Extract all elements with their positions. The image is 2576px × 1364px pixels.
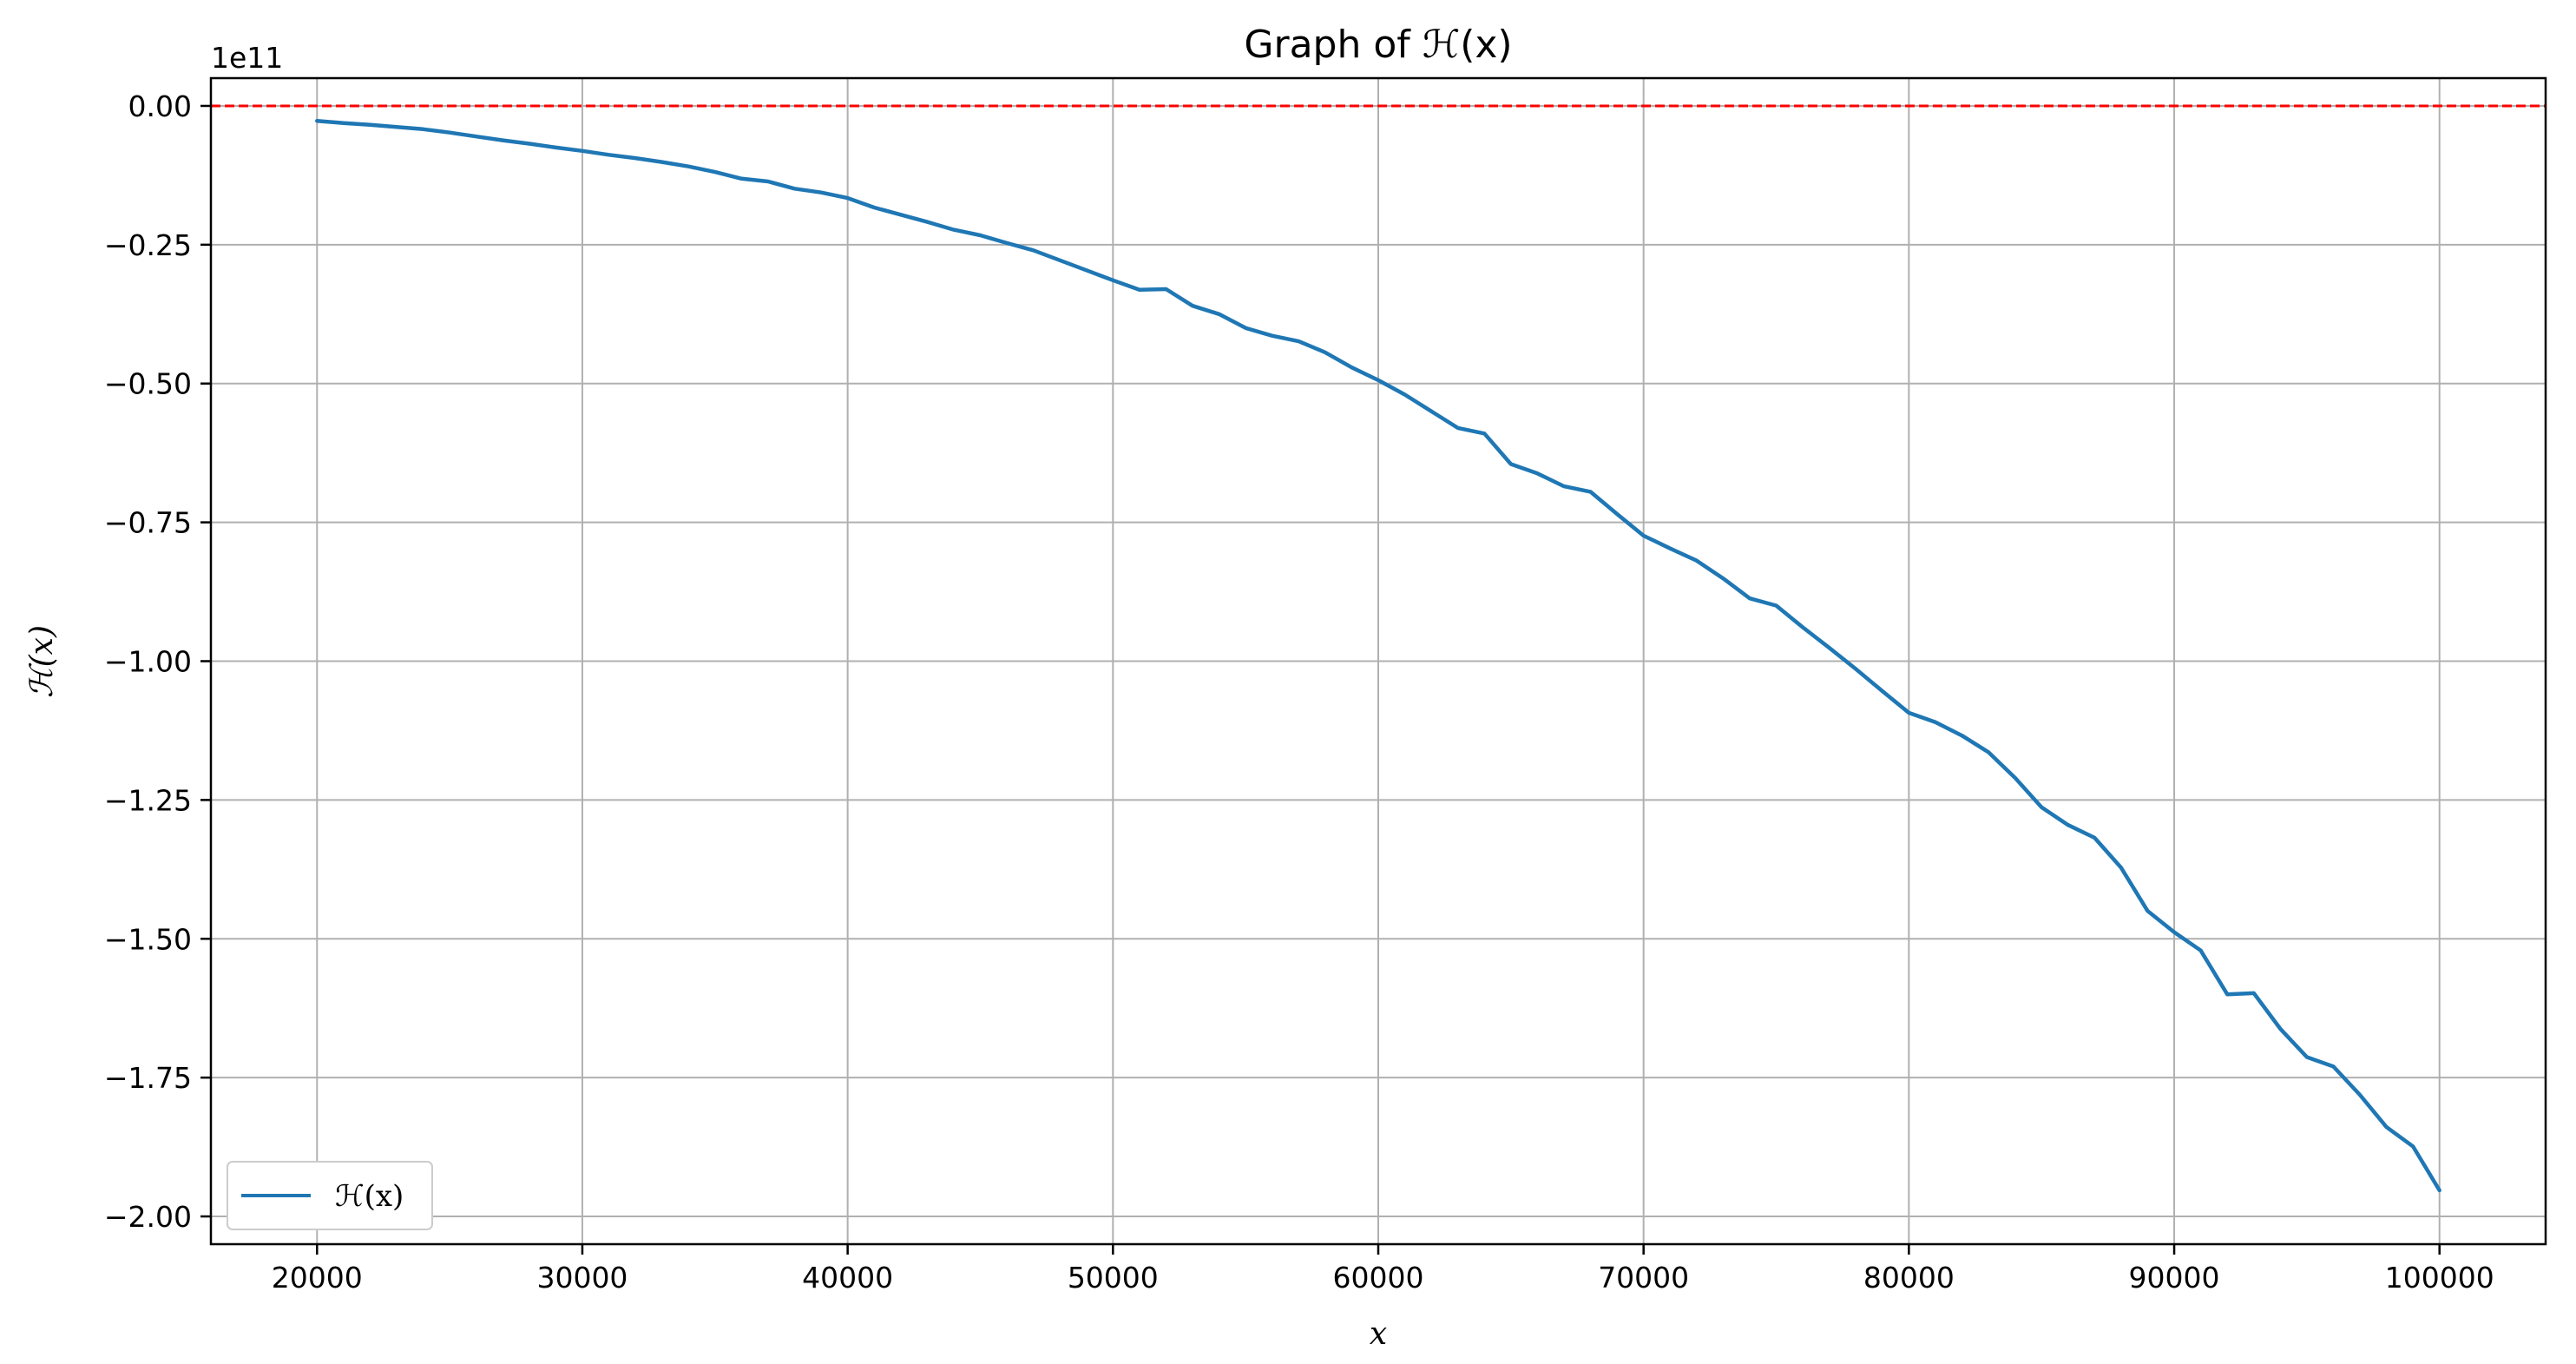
- x-tick-label: 80000: [1863, 1261, 1955, 1295]
- y-tick-label: −1.00: [104, 645, 192, 679]
- y-tick-label: 0.00: [128, 89, 192, 123]
- y-axis: 0.00 −0.25 −0.50 −0.75 −1.00 −1.25 −1.50 −1.75 −…: [104, 89, 211, 1234]
- x-axis-label: x: [1370, 1316, 1387, 1352]
- x-tick-label: 70000: [1598, 1261, 1689, 1295]
- y-tick-label: −0.75: [104, 506, 192, 540]
- x-tick-label: 60000: [1333, 1261, 1424, 1295]
- y-offset-label: 1e11: [211, 41, 283, 75]
- y-tick-label: −1.75: [104, 1061, 192, 1095]
- legend-box: [227, 1161, 433, 1230]
- y-tick-label: −2.00: [104, 1200, 192, 1234]
- x-axis: 20000 30000 40000 50000 60000 70000 80000 90000…: [272, 1244, 2494, 1295]
- series-line: [315, 118, 2441, 1193]
- x-tick-label: 30000: [536, 1261, 628, 1295]
- x-tick-label: 90000: [2129, 1261, 2220, 1295]
- x-tick-label: 20000: [272, 1261, 363, 1295]
- grid-lines: [211, 78, 2546, 1244]
- y-tick-label: −0.50: [104, 367, 192, 401]
- y-axis-label: ℋ(x): [24, 625, 60, 698]
- x-tick-label: 100000: [2385, 1261, 2494, 1295]
- legend: ℋ(x): [227, 1161, 433, 1230]
- y-tick-label: −1.25: [104, 783, 192, 817]
- chart-title: Graph of ℋ(x): [1244, 23, 1512, 67]
- x-tick-label: 40000: [802, 1261, 893, 1295]
- y-tick-label: −0.25: [104, 228, 192, 262]
- plot-area: [315, 118, 2441, 1193]
- x-tick-label: 50000: [1068, 1261, 1159, 1295]
- legend-label: ℋ(x): [335, 1179, 404, 1214]
- y-tick-label: −1.50: [104, 922, 192, 956]
